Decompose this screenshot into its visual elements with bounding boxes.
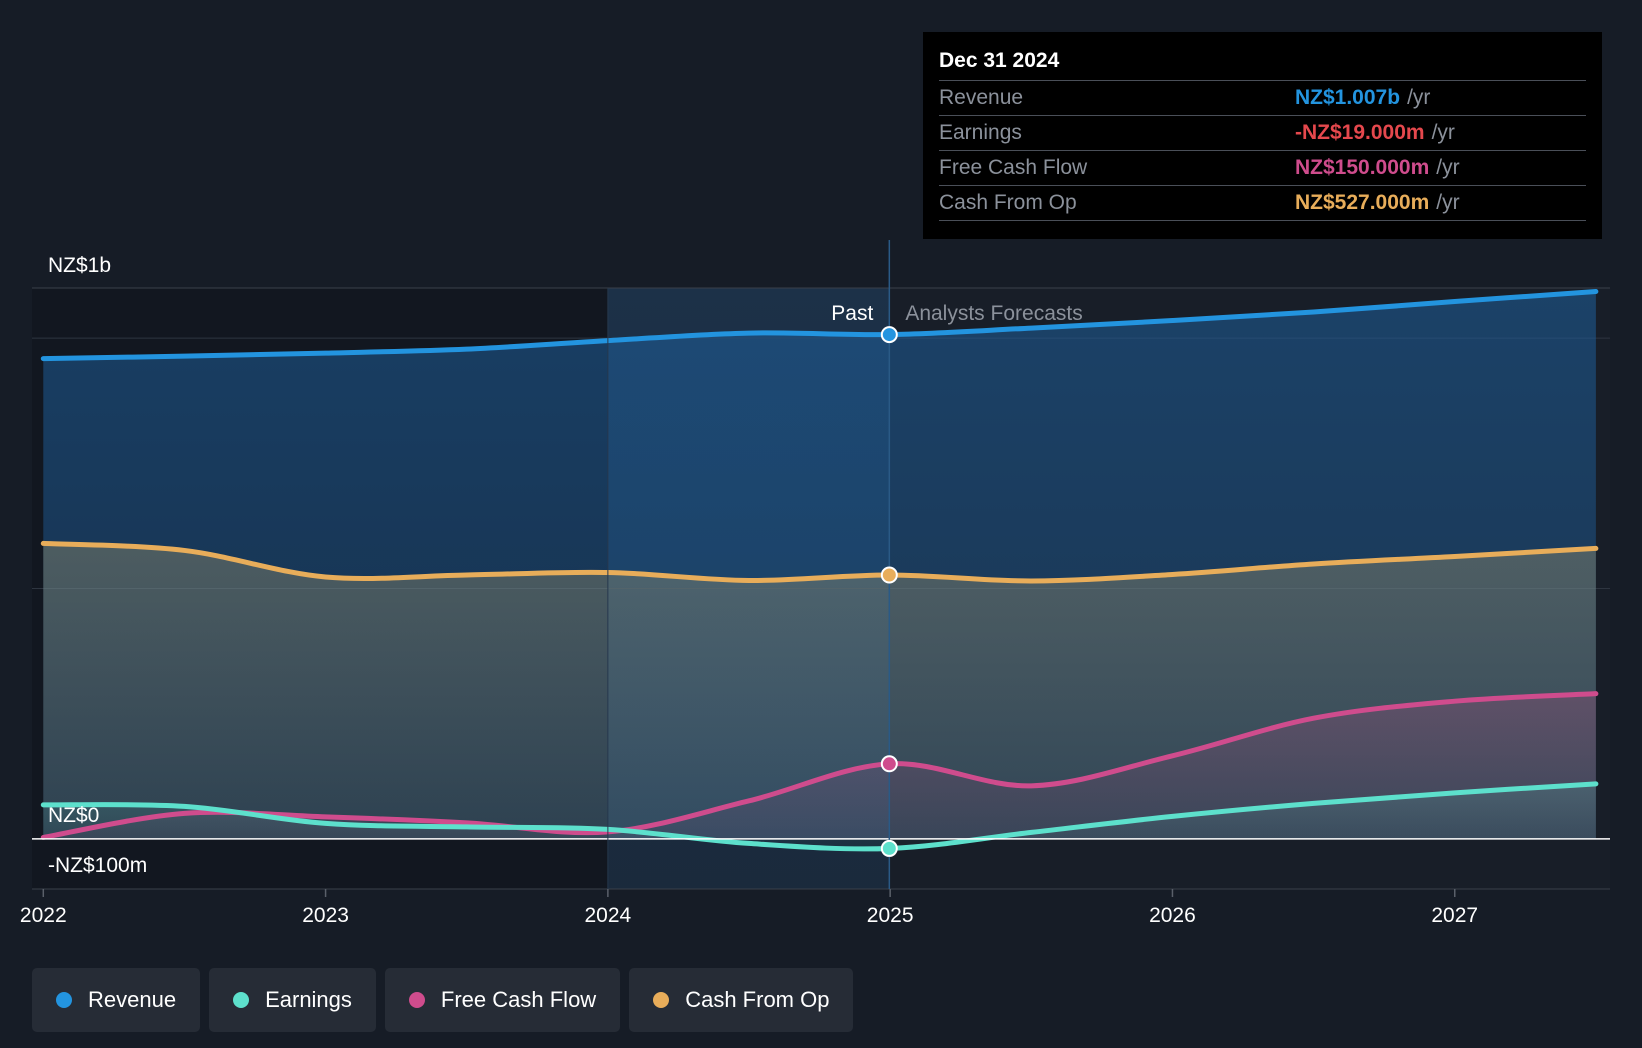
legend-item-revenue[interactable]: Revenue — [32, 968, 201, 1032]
tooltip-value: NZ$1.007b — [1295, 86, 1401, 109]
tooltip-value: -NZ$19.000m — [1295, 121, 1425, 144]
earnings-area — [43, 783, 1596, 849]
tooltip-label: Revenue — [939, 86, 1024, 109]
x-tick-label: 2025 — [867, 904, 914, 927]
legend-label: Cash From Op — [685, 987, 830, 1012]
legend-item-free-cash-flow[interactable]: Free Cash Flow — [384, 968, 621, 1032]
free-cash-flow-line — [40, 691, 1599, 840]
legend-dot-icon — [56, 992, 72, 1008]
tooltip-unit: /yr — [1436, 191, 1460, 214]
legend-label: Revenue — [88, 987, 177, 1012]
forecast-label: Analysts Forecasts — [905, 302, 1082, 325]
x-tick-label: 2026 — [1149, 904, 1196, 927]
tooltip-row-revenue: Revenue NZ$1.007b /yr — [939, 81, 1586, 116]
cash-from-op-highlight-point — [880, 566, 898, 584]
legend-item-cash-from-op[interactable]: Cash From Op — [629, 968, 854, 1032]
tooltip-unit: /yr — [1436, 156, 1460, 179]
x-tick-label: 2027 — [1431, 904, 1478, 927]
y-tick-label: NZ$1b — [48, 254, 111, 277]
tooltip-value: NZ$527.000m — [1295, 191, 1430, 214]
revenue-highlight-point — [880, 326, 898, 344]
tooltip-label: Earnings — [939, 121, 1022, 144]
x-tick-label: 2022 — [20, 904, 67, 927]
past-label: Past — [831, 302, 873, 325]
tooltip-date: Dec 31 2024 — [939, 46, 1586, 81]
legend-dot-icon — [653, 992, 670, 1008]
tooltip-row-cash-from-op: Cash From Op NZ$527.000m /yr — [939, 186, 1586, 221]
earnings-line — [40, 781, 1599, 852]
legend: Revenue Earnings Free Cash Flow Cash Fro… — [32, 968, 854, 1032]
legend-label: Earnings — [265, 987, 352, 1012]
cash-from-op-line — [40, 540, 1599, 584]
tooltip-row-earnings: Earnings -NZ$19.000m /yr — [939, 116, 1586, 151]
y-tick-label: NZ$0 — [48, 804, 99, 827]
legend-label: Free Cash Flow — [440, 987, 597, 1012]
x-tick-label: 2023 — [302, 904, 349, 927]
y-tick-label: -NZ$100m — [48, 854, 147, 877]
earnings-highlight-point — [880, 839, 898, 857]
tooltip: Dec 31 2024 Revenue NZ$1.007b /yr Earnin… — [923, 32, 1602, 239]
free-cash-flow-area — [43, 693, 1596, 839]
tooltip-label: Free Cash Flow — [939, 156, 1088, 179]
revenue-line — [40, 289, 1599, 362]
tooltip-value: NZ$150.000m — [1295, 156, 1430, 179]
tooltip-row-free-cash-flow: Free Cash Flow NZ$150.000m /yr — [939, 151, 1586, 186]
legend-dot-icon — [233, 992, 250, 1008]
tooltip-unit: /yr — [1407, 86, 1431, 109]
tooltip-label: Cash From Op — [939, 191, 1077, 214]
legend-item-earnings[interactable]: Earnings — [209, 968, 376, 1032]
tooltip-unit: /yr — [1431, 121, 1455, 144]
legend-dot-icon — [408, 992, 425, 1008]
x-tick-label: 2024 — [585, 904, 632, 927]
free-cash-flow-highlight-point — [880, 755, 898, 773]
